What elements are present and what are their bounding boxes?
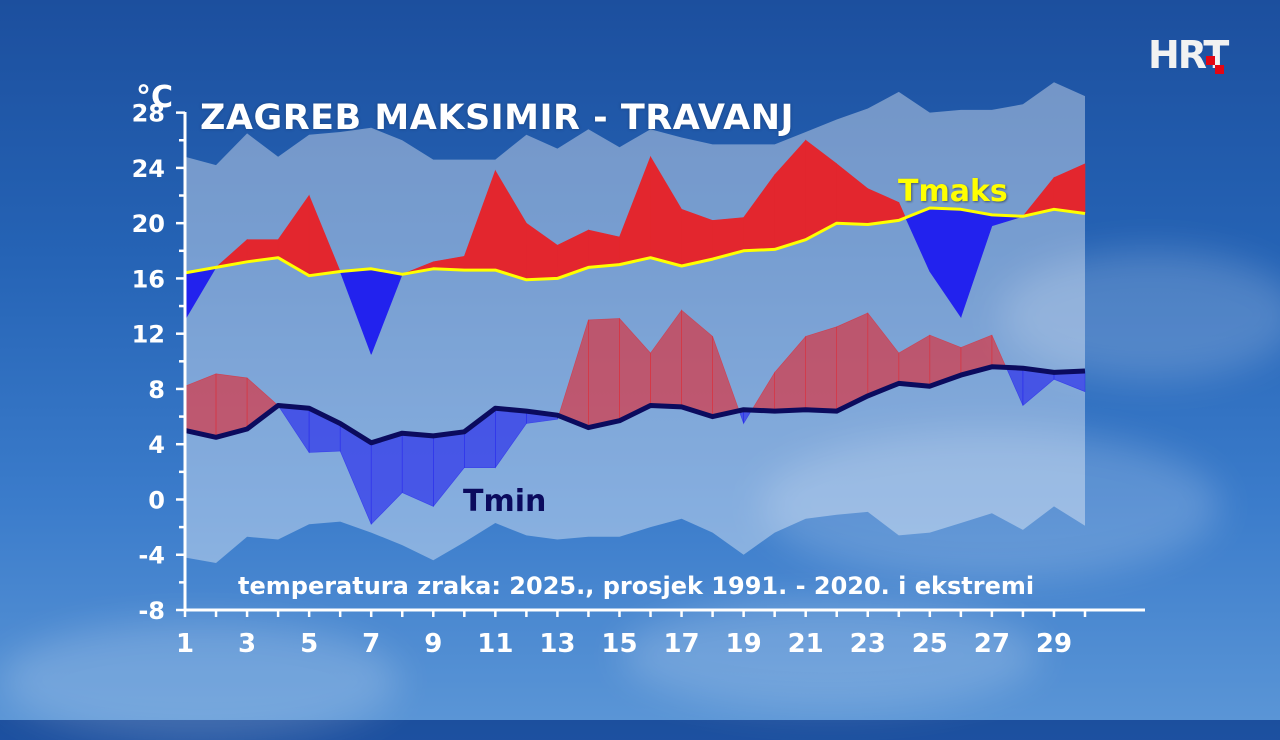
x-tick-label: 7 <box>362 629 380 659</box>
y-tick-label: 24 <box>132 155 165 183</box>
tmin-average-line <box>184 364 1086 446</box>
x-tick-label: 13 <box>539 629 575 659</box>
max-2025-anomaly-segment <box>588 229 620 268</box>
x-tick-label: 15 <box>601 629 637 659</box>
x-tick-label: 1 <box>176 629 194 659</box>
record-extremes-band <box>185 82 1085 563</box>
legend-tmaks: Tmaks <box>898 174 1008 209</box>
y-tick-label: 20 <box>132 210 165 238</box>
tmaks-average-line <box>184 206 1086 282</box>
x-tick-label: 19 <box>726 629 762 659</box>
y-tick-label: -4 <box>138 542 165 570</box>
y-tick-label: 0 <box>148 486 165 514</box>
x-tick-label: 23 <box>850 629 886 659</box>
y-axis-unit: °C <box>136 80 174 115</box>
logo-square <box>1206 56 1215 65</box>
y-tick-label: 16 <box>132 265 165 293</box>
x-tick-label: 29 <box>1036 629 1072 659</box>
x-tick-label: 21 <box>788 629 824 659</box>
x-tick-label: 3 <box>238 629 256 659</box>
min-2025-anomaly-segment <box>588 318 620 428</box>
y-tick-label: 28 <box>132 100 165 128</box>
x-tick-label: 27 <box>974 629 1010 659</box>
y-tick-label: 8 <box>148 376 165 404</box>
chart-subtitle: temperatura zraka: 2025., prosjek 1991. … <box>238 572 1035 600</box>
logo-square <box>1215 65 1224 74</box>
y-tick-label: 4 <box>148 431 165 459</box>
x-tick-label: 25 <box>912 629 948 659</box>
x-tick-label: 11 <box>477 629 513 659</box>
x-tick-label: 9 <box>424 629 442 659</box>
legend-tmin: Tmin <box>463 484 547 519</box>
x-tick-label: 5 <box>300 629 318 659</box>
chart-title: ZAGREB MAKSIMIR - TRAVANJ <box>200 98 795 138</box>
hrt-logo: HRT <box>1148 36 1229 74</box>
x-tick-label: 17 <box>663 629 699 659</box>
y-tick-label: 12 <box>132 321 165 349</box>
min-2025-anomaly-segment <box>805 326 838 412</box>
y-tick-label: -8 <box>138 597 165 625</box>
